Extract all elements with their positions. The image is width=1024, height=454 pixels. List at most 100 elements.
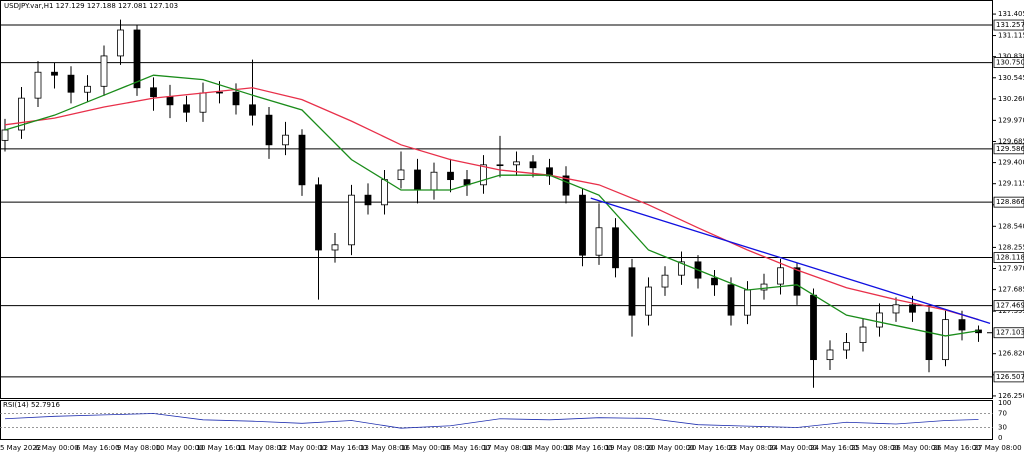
time-label: 10 May 00:00 (156, 444, 204, 452)
candle-body (892, 304, 900, 314)
candle-body (925, 311, 933, 361)
time-label: 13 May 08:00 (360, 444, 408, 452)
candle-body (117, 29, 124, 57)
rsi-tick-label: 70 (998, 410, 1007, 418)
candle-body (727, 284, 735, 316)
y-tick-label: 129.970 (998, 116, 1024, 124)
time-label: 9 May 08:00 (117, 444, 161, 452)
time-label: 25 May 08:00 (851, 444, 899, 452)
candle-body (496, 164, 504, 167)
candle-body (51, 71, 58, 76)
level-box (993, 371, 1024, 383)
trendline (590, 197, 991, 324)
candle-body (381, 179, 388, 206)
y-tick-label: 126.820 (998, 350, 1024, 358)
chart-title: USDJPY.var,H1 127.129 127.188 127.081 12… (4, 2, 178, 10)
time-label: 26 May 16:00 (933, 444, 981, 452)
level-label: 128.118 (996, 254, 1024, 262)
y-tick-label: 131.115 (998, 32, 1024, 40)
time-label: 12 May 00:00 (278, 444, 326, 452)
y-tick-label: 129.400 (998, 159, 1024, 167)
rsi-tick-label: 30 (998, 424, 1007, 432)
candle-body (529, 161, 537, 169)
time-label: 23 May 08:00 (728, 444, 776, 452)
moving-average (4, 74, 979, 337)
time-label: 10 May 16:00 (196, 444, 244, 452)
y-tick-label: 129.115 (998, 180, 1024, 188)
candle-body (133, 29, 141, 89)
candle-body (414, 169, 421, 191)
level-box (993, 252, 1024, 263)
time-label: 18 May 16:00 (565, 444, 613, 452)
level-label: 130.750 (996, 59, 1024, 67)
candle-body (232, 91, 240, 106)
level-box (993, 57, 1024, 68)
time-label: 26 May 00:00 (892, 444, 940, 452)
level-box (993, 300, 1024, 312)
candle-body (34, 71, 42, 99)
candle-body (150, 87, 157, 98)
current-price-box (993, 327, 1024, 339)
level-box (993, 19, 1024, 31)
y-tick-label: 130.260 (998, 95, 1024, 103)
candle-body (331, 244, 339, 251)
moving-average (4, 87, 979, 321)
time-label: 12 May 16:00 (319, 444, 367, 452)
time-label: 17 May 08:00 (483, 444, 531, 452)
main-frame (0, 0, 993, 399)
candle-body (711, 277, 718, 286)
y-tick-label: 131.405 (998, 10, 1024, 18)
y-tick-label: 126.250 (998, 392, 1024, 400)
candle-body (166, 96, 174, 106)
candle-body (942, 319, 949, 361)
candle-body (315, 184, 322, 251)
y-tick-label: 127.395 (998, 307, 1024, 315)
y-tick-label: 129.685 (998, 137, 1024, 145)
candle-body (793, 267, 801, 296)
level-box (993, 196, 1024, 208)
time-label: 6 May 00:00 (35, 444, 79, 452)
candle-body (579, 194, 586, 256)
candle-body (447, 171, 454, 181)
candle-body (282, 134, 289, 146)
candle-body (298, 134, 306, 186)
candle-body (397, 169, 405, 181)
time-label: 20 May 00:00 (646, 444, 694, 452)
candle-body (84, 85, 91, 93)
candle-body (18, 97, 25, 131)
candle-body (1, 129, 9, 141)
current-price-label: 127.103 (996, 329, 1024, 337)
candle-body (216, 91, 223, 94)
candle-body (876, 312, 883, 328)
time-label: 18 May 00:00 (524, 444, 572, 452)
y-tick-label: 130.545 (998, 74, 1024, 82)
time-label: 5 May 2022 (0, 444, 41, 452)
time-label: 20 May 16:00 (687, 444, 735, 452)
candle-body (364, 194, 372, 206)
level-label: 128.866 (996, 198, 1024, 206)
candle-body (183, 104, 190, 113)
level-label: 129.586 (996, 145, 1024, 153)
time-label: 16 May 00:00 (401, 444, 449, 452)
candle-body (810, 294, 817, 361)
candle-body (612, 227, 619, 269)
y-tick-label: 128.255 (998, 243, 1024, 251)
y-tick-label: 127.970 (998, 265, 1024, 273)
rsi-tick-label: 100 (998, 399, 1011, 407)
candle-body (777, 267, 784, 285)
candle-body (562, 175, 570, 196)
candle-body (661, 274, 669, 288)
time-label: 11 May 08:00 (237, 444, 285, 452)
level-box (993, 143, 1024, 155)
time-label: 16 May 16:00 (442, 444, 490, 452)
candle-body (348, 194, 355, 246)
time-label: 24 May 16:00 (810, 444, 858, 452)
candle-body (480, 164, 487, 186)
candle-body (513, 161, 520, 166)
candle-body (958, 319, 966, 331)
y-tick-label: 130.830 (998, 53, 1024, 61)
candle-body (760, 283, 768, 291)
candle-body (859, 326, 867, 343)
